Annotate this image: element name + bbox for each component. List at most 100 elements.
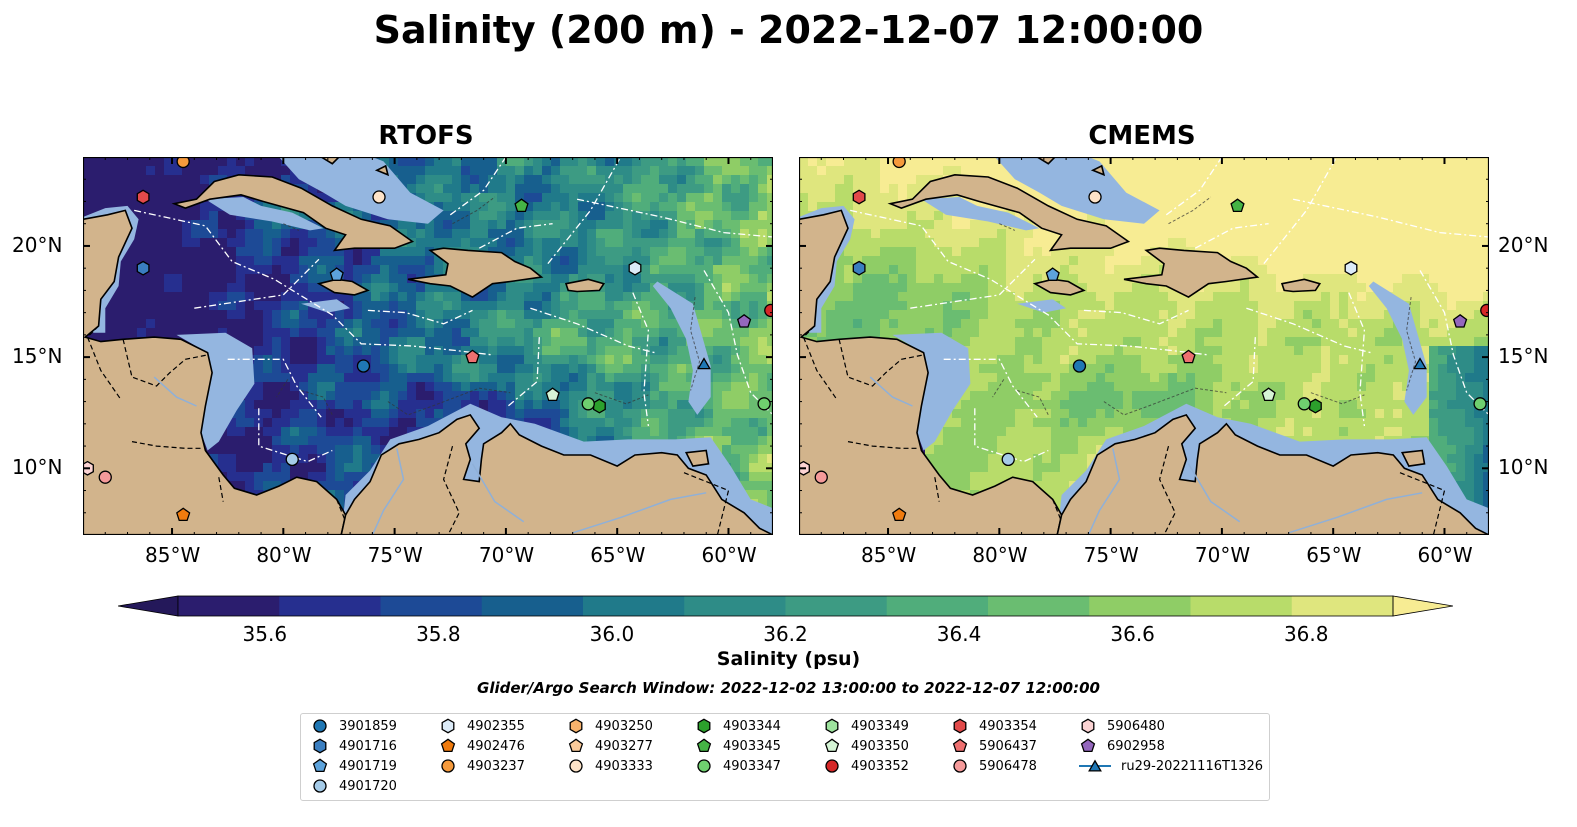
- bathymetry-contour: [1406, 297, 1417, 391]
- float-marker-4902355: [628, 260, 642, 276]
- eez-boundary: [974, 408, 1049, 463]
- legend-marker-icon: [1080, 738, 1096, 753]
- legend-item: 5906437: [951, 738, 1037, 754]
- legend-item: 4903277: [567, 738, 653, 754]
- legend-item: 4903344: [695, 718, 781, 734]
- bathymetry-contour: [283, 223, 300, 231]
- colorbar-segment: [988, 596, 1090, 616]
- legend-label: 4903350: [851, 738, 909, 754]
- cmems-map[interactable]: [799, 157, 1489, 535]
- cmems-map-svg: [799, 157, 1489, 535]
- float-marker-4901719: [1045, 267, 1060, 281]
- float-marker-6902958: [1452, 313, 1468, 328]
- legend-item: 4903345: [695, 738, 781, 754]
- legend-item: 4903333: [567, 758, 653, 774]
- legend-marker-icon: [441, 718, 455, 734]
- legend-marker-icon: [313, 738, 327, 754]
- float-marker-4901716: [136, 260, 150, 276]
- river-line: [1187, 463, 1241, 523]
- country-border: [131, 441, 201, 449]
- shelf-area: [1017, 299, 1067, 313]
- colorbar-segment: [1190, 596, 1293, 616]
- rtofs-map[interactable]: [83, 157, 773, 535]
- legend-marker-icon: [697, 759, 711, 773]
- legend-label: 3901859: [339, 718, 397, 734]
- lon-tick-label: 85°W: [861, 543, 917, 567]
- float-marker-4903347: [1297, 397, 1311, 411]
- colorbar: [117, 594, 1454, 622]
- eez-boundary: [910, 258, 1036, 309]
- legend-item: ru29-20221116T1326: [1079, 758, 1263, 774]
- legend-marker-icon: [569, 759, 583, 773]
- map-ticks: [799, 157, 1489, 535]
- legend-label: 5906478: [979, 758, 1037, 774]
- colorbar-label: Salinity (psu): [716, 648, 861, 670]
- float-marker-5906437: [465, 349, 480, 364]
- legend-label: 4903277: [595, 738, 653, 754]
- country-border: [442, 445, 460, 535]
- lon-tick-label: 80°W: [256, 543, 312, 567]
- float-marker-4903345: [514, 198, 529, 213]
- legend-label: ru29-20221116T1326: [1121, 758, 1264, 774]
- colorbar-segment: [583, 596, 685, 616]
- country-border: [838, 339, 924, 387]
- land-mass: [1123, 247, 1260, 299]
- colorbar-segment: [785, 596, 888, 616]
- colorbar-segment: [1089, 596, 1191, 616]
- lon-tick-label: 60°W: [1417, 543, 1473, 567]
- country-border: [122, 339, 208, 387]
- legend-marker-icon: [825, 759, 839, 773]
- eez-boundary: [258, 408, 333, 463]
- legend-marker-icon: [696, 738, 712, 753]
- bathymetry-contour: [300, 390, 333, 416]
- colorbar-tick-label: 35.8: [416, 622, 461, 646]
- bathymetry-contour: [1016, 390, 1049, 416]
- legend-label: 4901719: [339, 758, 397, 774]
- legend-item: 6902958: [1079, 738, 1165, 754]
- country-border: [802, 325, 838, 400]
- shelf-area: [301, 299, 351, 313]
- float-marker-ru29-20221116T1326: [1413, 357, 1427, 370]
- land-mass: [171, 173, 415, 252]
- float-marker-4901720: [1001, 452, 1015, 467]
- eez-boundary: [576, 198, 773, 238]
- map-frame: [799, 157, 1489, 535]
- panel-title-rtofs: RTOFS: [378, 121, 474, 151]
- legend-label: 4901720: [339, 778, 397, 794]
- float-marker-4903237: [892, 157, 906, 169]
- eez-boundary: [632, 292, 650, 427]
- bathymetry-contour: [992, 379, 1005, 398]
- float-marker-3901859: [1072, 359, 1087, 373]
- eez-boundary: [530, 307, 656, 354]
- legend-marker-icon: [953, 759, 967, 773]
- legend-label: 4903345: [723, 738, 781, 754]
- legend-label: 4903344: [723, 718, 781, 734]
- lat-tick-label: 20°N: [12, 232, 63, 257]
- legend-item: 4903354: [951, 718, 1037, 734]
- legend-item: 4901719: [311, 758, 397, 774]
- legend-item: 4903237: [439, 758, 525, 774]
- float-marker-4903350: [1261, 387, 1276, 402]
- lon-tick-label: 65°W: [1306, 543, 1362, 567]
- shelf-area: [921, 197, 1040, 231]
- country-border: [847, 441, 917, 449]
- float-marker-4902476: [892, 507, 907, 522]
- rtofs-map-svg: [83, 157, 773, 535]
- float-marker-4903333: [1088, 190, 1102, 204]
- float-marker-4903237: [176, 157, 190, 169]
- lon-tick-label: 60°W: [701, 543, 757, 567]
- bathymetry-contour: [452, 196, 496, 225]
- lat-tick-label: 15°N: [1498, 344, 1549, 369]
- legend-item: 4902476: [439, 738, 525, 754]
- country-border: [86, 325, 122, 400]
- legend-label: 5906437: [979, 738, 1037, 754]
- eez-boundary: [1419, 270, 1489, 416]
- shelf-area: [205, 197, 324, 231]
- colorbar-segment: [886, 596, 989, 616]
- legend-marker-icon: [824, 738, 840, 753]
- legend-item: 5906478: [951, 758, 1037, 774]
- river-line: [1087, 448, 1121, 535]
- map-frame: [83, 157, 773, 535]
- eez-boundary: [194, 258, 320, 309]
- legend-marker-icon: [312, 758, 328, 773]
